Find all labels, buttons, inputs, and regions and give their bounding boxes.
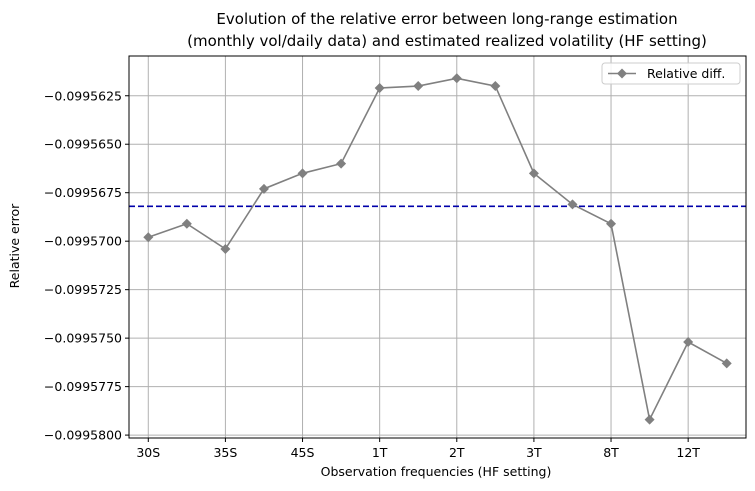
data-point-marker: [490, 81, 501, 92]
y-tick-label: −0.0995675: [44, 185, 122, 200]
x-tick-label: 8T: [603, 445, 619, 460]
x-tick-label: 45S: [291, 445, 315, 460]
data-point-marker: [143, 232, 154, 243]
plot-frame: [128, 55, 747, 439]
data-point-marker: [606, 218, 617, 229]
data-point-marker: [567, 199, 578, 210]
grid-lines: [129, 56, 746, 438]
data-point-marker: [644, 414, 655, 425]
x-tick-label: 35S: [213, 445, 237, 460]
x-tick-label: 1T: [372, 445, 388, 460]
y-tick-label: −0.0995800: [44, 428, 122, 443]
data-point-marker: [258, 183, 269, 194]
chart-title-line-2: (monthly vol/daily data) and estimated r…: [187, 32, 707, 50]
x-tick-label: 30S: [136, 445, 160, 460]
data-point-marker: [181, 218, 192, 229]
x-axis-label: Observation frequencies (HF setting): [321, 464, 552, 479]
x-axis-ticks: 30S 35S 45S 1T 2T 3T 8T 12T: [136, 438, 700, 460]
data-point-marker: [413, 81, 424, 92]
data-point-marker: [374, 82, 385, 93]
y-tick-label: −0.0995700: [44, 234, 122, 249]
series-relative-diff: [143, 73, 732, 425]
series-line: [148, 77, 728, 423]
legend: Relative diff.: [601, 62, 741, 85]
y-tick-label: −0.0995725: [44, 282, 122, 297]
data-point-marker: [683, 337, 694, 348]
data-point-marker: [297, 168, 308, 179]
y-axis-label: Relative error: [7, 203, 22, 289]
y-tick-label: −0.0995650: [44, 137, 122, 152]
data-point-marker: [451, 73, 462, 84]
y-tick-label: −0.0995625: [44, 88, 122, 103]
legend-label: Relative diff.: [647, 66, 725, 81]
data-point-marker: [721, 358, 732, 369]
y-tick-label: −0.0995750: [44, 331, 122, 346]
legend-marker-swatch: [617, 68, 627, 79]
x-tick-label: 12T: [676, 445, 700, 460]
y-tick-label: −0.0995775: [44, 379, 122, 394]
x-tick-label: 2T: [449, 445, 465, 460]
legend-box: [601, 62, 741, 85]
y-axis-ticks: −0.0995625 −0.0995650 −0.0995675 −0.0995700…: [44, 88, 129, 443]
data-point-marker: [336, 158, 347, 169]
chart-title-line-1: Evolution of the relative error between …: [216, 10, 677, 28]
x-tick-label: 3T: [526, 445, 542, 460]
data-point-marker: [220, 243, 231, 254]
data-point-marker: [528, 168, 539, 179]
